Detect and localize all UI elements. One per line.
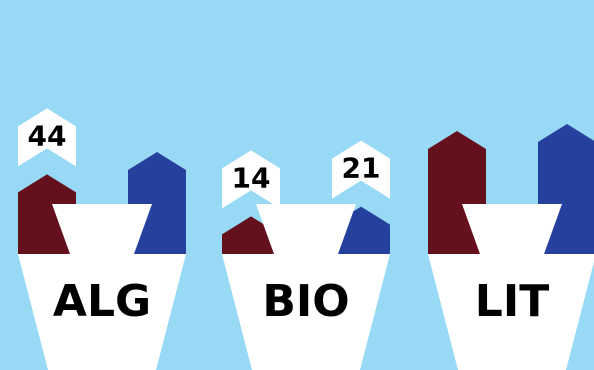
category-label-bio: BIO bbox=[262, 276, 349, 327]
value-label-box-bio-series-2 bbox=[332, 140, 390, 199]
value-label-box-alg-series-1 bbox=[18, 108, 76, 167]
category-label-lit: LIT bbox=[475, 276, 549, 327]
category-funnel-alg bbox=[18, 204, 186, 370]
value-label-bio-series-2: 21 bbox=[342, 152, 381, 185]
bar-alg-series-1 bbox=[18, 174, 76, 254]
category-funnel-bio bbox=[222, 204, 390, 370]
category-funnel-lit bbox=[428, 204, 594, 370]
labels-layer: 44 14 21 bbox=[18, 108, 390, 209]
value-label-bio-series-1: 14 bbox=[232, 161, 271, 194]
value-label-alg-series-1: 44 bbox=[28, 119, 67, 152]
category-funnels-layer: ALG BIO LIT bbox=[18, 204, 594, 370]
value-label-box-bio-series-1 bbox=[222, 150, 280, 209]
category-label-alg: ALG bbox=[53, 276, 151, 327]
